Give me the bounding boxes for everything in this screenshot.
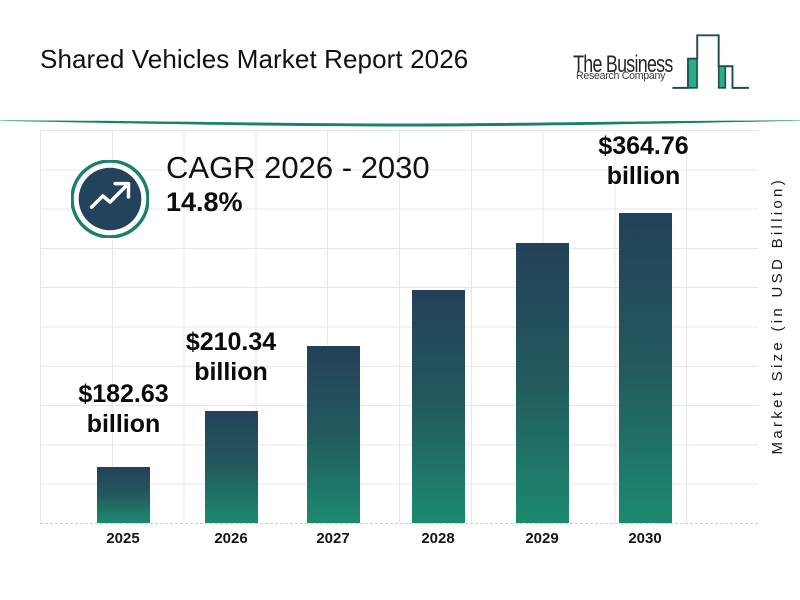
svg-text:Research Company: Research Company — [576, 70, 666, 82]
